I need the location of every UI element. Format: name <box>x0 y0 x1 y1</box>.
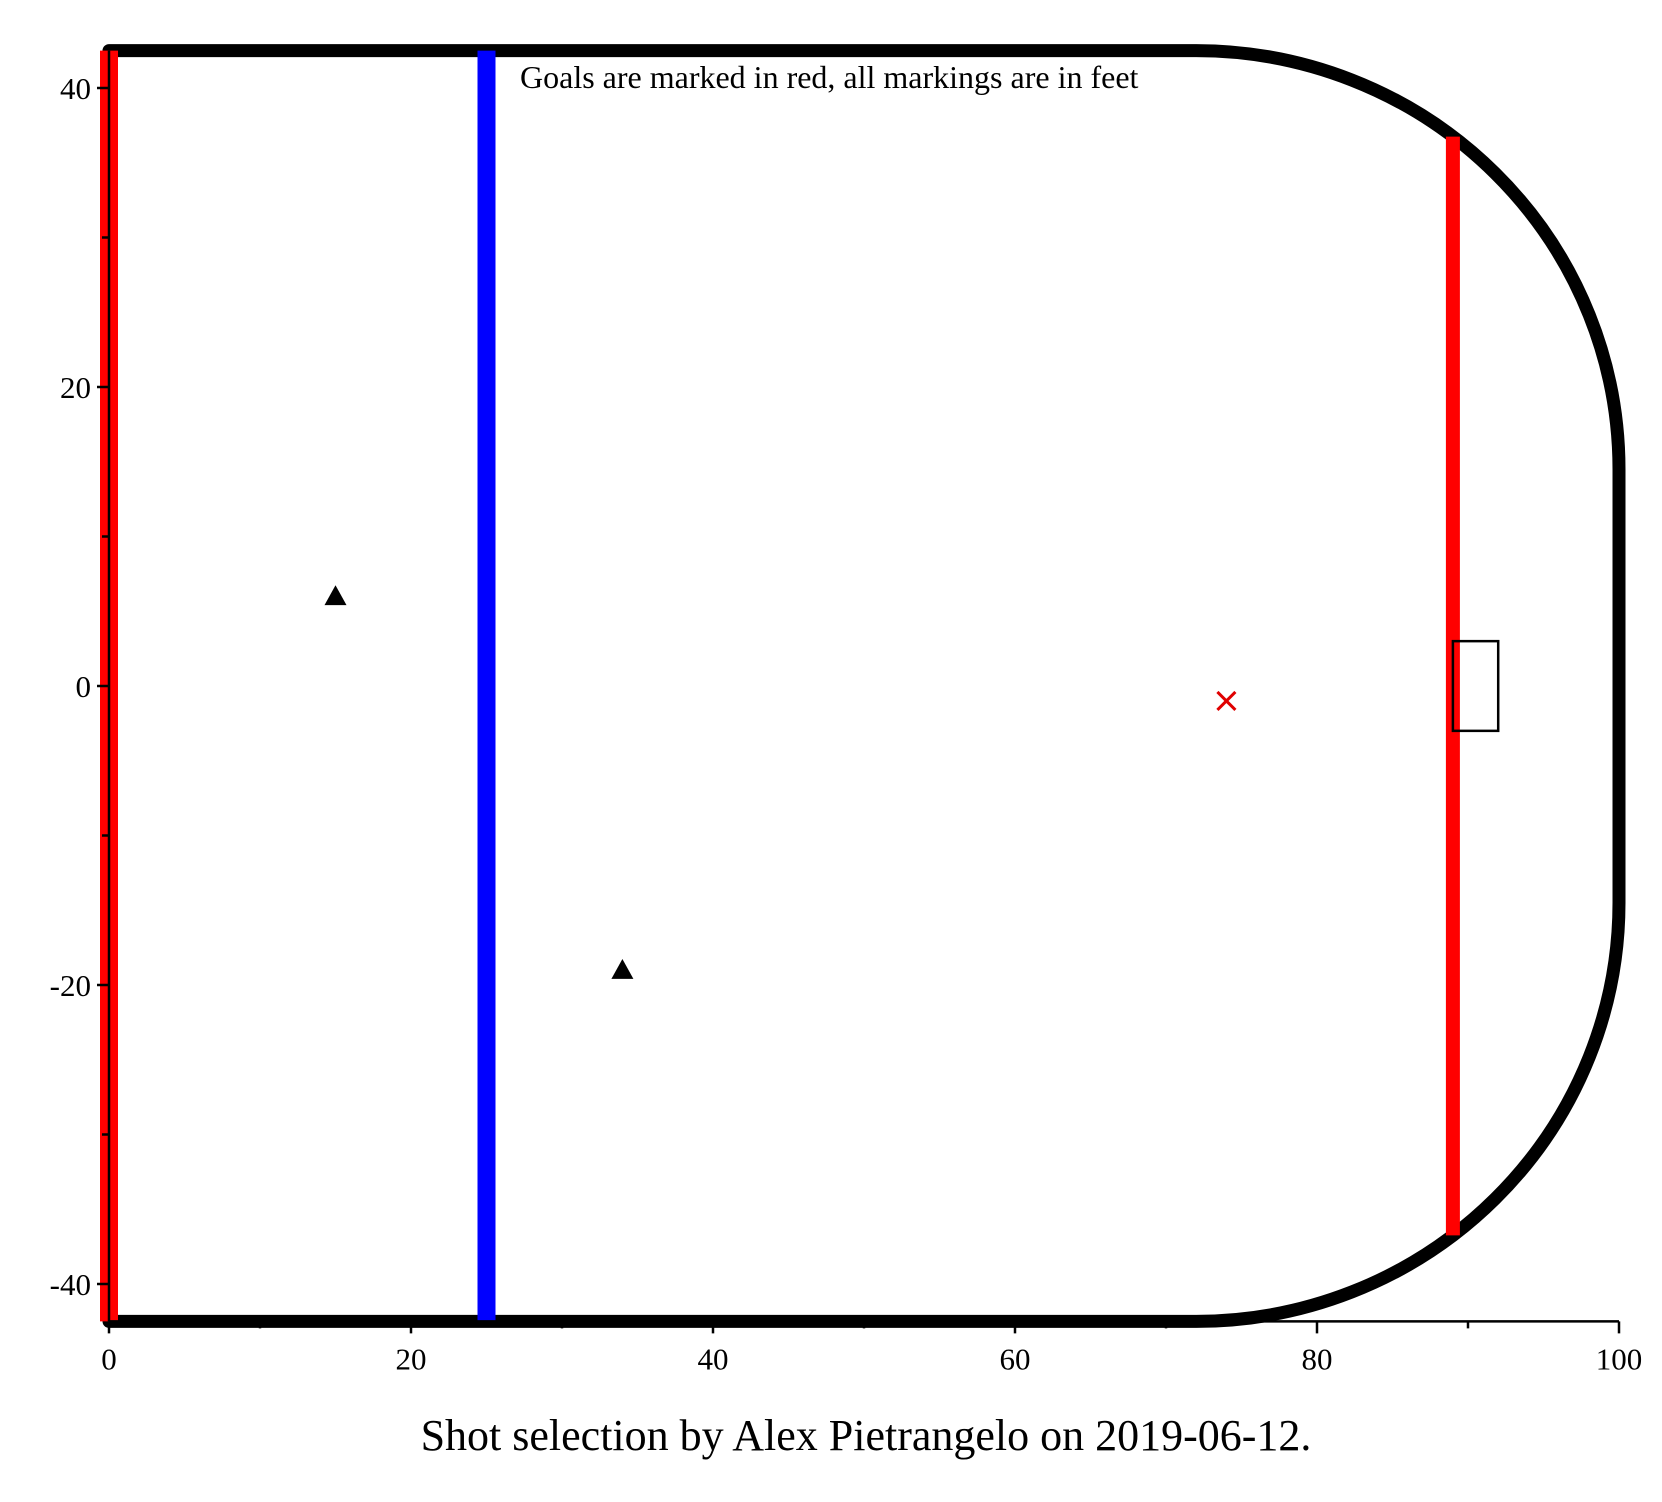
shot-marker <box>611 959 634 979</box>
y-tick-label: -40 <box>50 1267 91 1302</box>
axes: 0 20 40 60 80 100 -40 -20 0 20 40 <box>50 50 1643 1376</box>
x-tick-label: 80 <box>1302 1341 1333 1376</box>
chart-caption: Shot selection by Alex Pietrangelo on 20… <box>421 1411 1312 1460</box>
goal-net <box>1451 639 1500 733</box>
shot-marker <box>324 585 347 606</box>
x-tick-label: 100 <box>1596 1341 1643 1376</box>
goal-marker-stroke <box>1216 690 1237 712</box>
y-tick-label: 20 <box>60 370 91 405</box>
rink <box>100 44 1626 1328</box>
y-tick-label: 0 <box>76 669 92 704</box>
y-tick-label: 40 <box>60 71 91 106</box>
x-tick-label: 0 <box>101 1341 117 1376</box>
x-tick-label: 20 <box>396 1341 427 1376</box>
goal-marker <box>1216 690 1237 712</box>
annotation-text: Goals are marked in red, all markings ar… <box>520 59 1139 95</box>
x-tick-label: 40 <box>698 1341 729 1376</box>
x-tick-label: 60 <box>1000 1341 1031 1376</box>
shot-markers <box>324 585 1237 979</box>
y-tick-label: -20 <box>50 968 91 1003</box>
rink-boards <box>102 44 1626 1328</box>
